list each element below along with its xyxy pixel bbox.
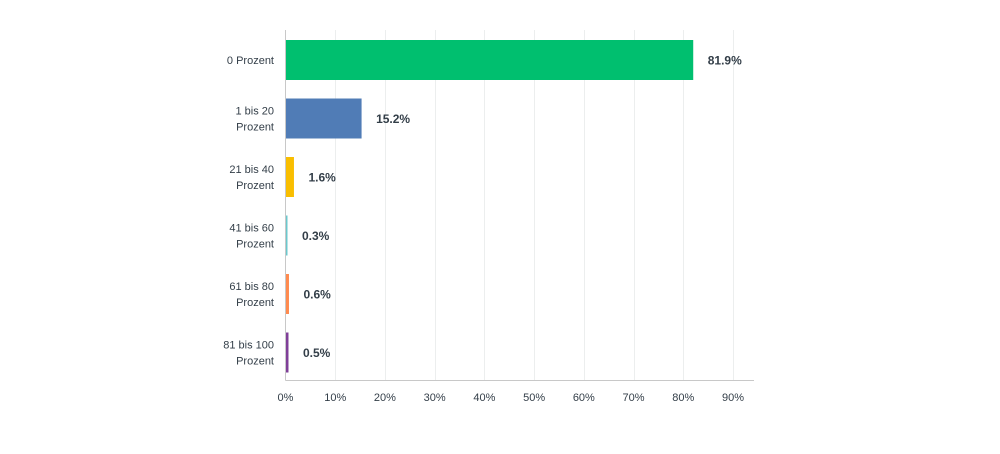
category-label: 41 bis 60 Prozent bbox=[229, 223, 274, 251]
data-label: 0.5% bbox=[303, 346, 331, 360]
x-tick-label: 0% bbox=[278, 392, 294, 404]
category-label-line: Prozent bbox=[236, 180, 274, 192]
bar[interactable] bbox=[286, 215, 288, 256]
data-label: 1.6% bbox=[308, 171, 336, 185]
category-label-line: 41 bis 60 bbox=[229, 223, 274, 235]
x-tick-label: 70% bbox=[623, 392, 645, 404]
x-tick-labels: 0% 10% 20% 30% 40% 50% 60% 70% 80% 90% bbox=[278, 392, 745, 404]
category-label: 81 bis 100 Prozent bbox=[223, 340, 274, 368]
x-tick-label: 10% bbox=[324, 392, 346, 404]
data-label: 0.3% bbox=[302, 229, 330, 243]
x-tick-label: 90% bbox=[722, 392, 744, 404]
category-labels: 0 Prozent 1 bis 20 Prozent 21 bis 40 Prozent… bbox=[223, 55, 274, 368]
bar[interactable] bbox=[286, 40, 694, 80]
x-tick-label: 20% bbox=[374, 392, 396, 404]
data-label: 15.2% bbox=[376, 112, 410, 126]
bar[interactable] bbox=[286, 274, 289, 314]
category-label-line: Prozent bbox=[236, 122, 274, 134]
category-label: 0 Prozent bbox=[227, 55, 274, 67]
x-tick-label: 30% bbox=[424, 392, 446, 404]
axes bbox=[285, 30, 754, 381]
category-label: 61 bis 80 Prozent bbox=[229, 281, 274, 309]
x-tick-label: 80% bbox=[672, 392, 694, 404]
data-label: 0.6% bbox=[303, 288, 331, 302]
category-label-line: Prozent bbox=[236, 297, 274, 309]
x-tick-label: 60% bbox=[573, 392, 595, 404]
bars bbox=[286, 40, 694, 373]
bar[interactable] bbox=[286, 98, 362, 139]
category-label-line: 21 bis 40 bbox=[229, 164, 274, 176]
category-label-line: 0 Prozent bbox=[227, 55, 274, 67]
x-tick-label: 40% bbox=[473, 392, 495, 404]
bar[interactable] bbox=[286, 332, 289, 373]
category-label-line: 1 bis 20 bbox=[235, 106, 274, 118]
data-labels: 81.9% 15.2% 1.6% 0.3% 0.6% 0.5% bbox=[302, 54, 742, 361]
data-label: 81.9% bbox=[708, 54, 742, 68]
bar[interactable] bbox=[286, 157, 294, 197]
category-label-line: Prozent bbox=[236, 239, 274, 251]
category-label-line: 61 bis 80 bbox=[229, 281, 274, 293]
category-label: 1 bis 20 Prozent bbox=[235, 106, 274, 134]
category-label-line: 81 bis 100 bbox=[223, 340, 274, 352]
gridlines bbox=[335, 30, 734, 381]
category-label: 21 bis 40 Prozent bbox=[229, 164, 274, 192]
category-label-line: Prozent bbox=[236, 356, 274, 368]
x-tick-label: 50% bbox=[523, 392, 545, 404]
